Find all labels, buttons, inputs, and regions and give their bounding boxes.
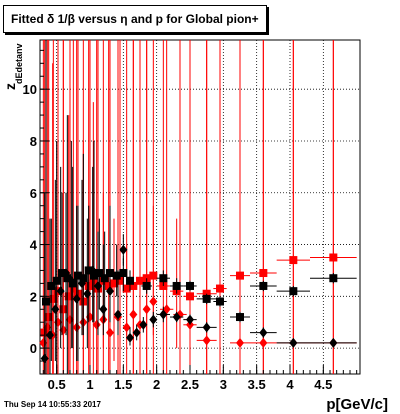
data-point bbox=[79, 274, 88, 283]
data-point bbox=[83, 288, 92, 299]
data-point bbox=[104, 281, 113, 290]
data-point bbox=[72, 293, 81, 304]
data-point bbox=[89, 279, 98, 288]
y-axis-label: z dEdetanv bbox=[0, 43, 24, 120]
y-tick-label: 6 bbox=[30, 186, 37, 201]
data-point bbox=[172, 312, 181, 323]
data-point bbox=[126, 276, 134, 285]
data-point bbox=[132, 327, 141, 338]
data-point bbox=[119, 244, 128, 255]
data-point bbox=[66, 314, 74, 325]
data-point bbox=[259, 337, 268, 348]
data-point bbox=[186, 314, 194, 325]
data-point bbox=[216, 297, 224, 306]
timestamp-footer: Thu Sep 14 10:55:33 2017 bbox=[4, 400, 101, 409]
data-point bbox=[114, 309, 122, 320]
x-axis-label: p[GeV/c] bbox=[326, 396, 388, 413]
data-point bbox=[44, 313, 53, 322]
data-point bbox=[110, 279, 118, 288]
data-point bbox=[259, 327, 268, 338]
data-point bbox=[149, 314, 158, 325]
data-point bbox=[74, 271, 82, 280]
data-series bbox=[39, 40, 357, 374]
data-point bbox=[159, 274, 168, 283]
y-tick-label: 10 bbox=[23, 82, 37, 97]
data-point bbox=[149, 296, 158, 307]
grid-lines bbox=[40, 40, 360, 374]
data-point bbox=[100, 274, 109, 283]
x-tick-label: 3 bbox=[220, 377, 227, 392]
x-tick-label: 1 bbox=[86, 377, 93, 392]
data-point bbox=[86, 312, 94, 323]
data-point bbox=[142, 281, 151, 290]
data-point bbox=[202, 335, 211, 346]
data-point bbox=[67, 275, 76, 286]
y-tick-label: 0 bbox=[30, 341, 37, 356]
data-point bbox=[329, 274, 338, 283]
data-point bbox=[186, 281, 194, 290]
data-point bbox=[63, 274, 72, 283]
data-point bbox=[47, 281, 56, 290]
x-tick-label: 1.5 bbox=[114, 377, 132, 392]
y-tick-label: 4 bbox=[30, 238, 38, 253]
axes: 0.5 1 1.5 2 2.5 3 3.5 4 4.5 0 2 4 6 8 10 bbox=[23, 49, 358, 392]
data-point bbox=[59, 324, 68, 335]
data-point bbox=[95, 269, 104, 278]
data-point bbox=[159, 309, 168, 320]
y-axis-label-subscript: dEdetanv bbox=[14, 43, 24, 84]
data-point bbox=[62, 268, 70, 279]
data-point bbox=[119, 269, 128, 278]
x-tick-label: 4 bbox=[286, 377, 294, 392]
data-point bbox=[94, 280, 102, 291]
data-point bbox=[236, 337, 244, 348]
data-point bbox=[112, 271, 121, 280]
chart-title: Fitted δ 1/β versus η and p for Global p… bbox=[3, 5, 267, 33]
plot-frame bbox=[39, 39, 361, 375]
y-axis-label-main: z bbox=[2, 83, 18, 90]
data-point bbox=[172, 281, 181, 290]
data-point bbox=[259, 281, 268, 290]
data-point bbox=[49, 294, 58, 303]
y-tick-label: 8 bbox=[30, 134, 37, 149]
data-point bbox=[236, 313, 244, 322]
data-point bbox=[42, 297, 50, 306]
data-point bbox=[39, 337, 48, 348]
data-point bbox=[139, 319, 148, 330]
data-point bbox=[69, 284, 78, 293]
chart-title-text: Fitted δ 1/β versus η and p for Global p… bbox=[11, 12, 259, 26]
data-point bbox=[289, 337, 298, 348]
data-point bbox=[106, 327, 114, 338]
data-point bbox=[64, 292, 73, 301]
data-point bbox=[116, 276, 124, 285]
data-point bbox=[56, 286, 65, 297]
data-point bbox=[129, 309, 138, 320]
data-point bbox=[54, 317, 62, 328]
data-point bbox=[142, 304, 151, 315]
data-point bbox=[92, 319, 101, 330]
data-point bbox=[43, 322, 52, 333]
data-point bbox=[51, 304, 60, 315]
data-point bbox=[126, 332, 134, 343]
data-point bbox=[202, 294, 211, 303]
data-point bbox=[88, 265, 97, 276]
data-point bbox=[52, 276, 61, 285]
data-point bbox=[216, 284, 224, 293]
data-point bbox=[202, 322, 211, 333]
data-point bbox=[46, 330, 54, 341]
data-point bbox=[90, 271, 98, 280]
x-tick-label: 0.5 bbox=[48, 377, 66, 392]
data-point bbox=[329, 337, 338, 348]
x-tick-label: 2 bbox=[153, 377, 160, 392]
data-point bbox=[289, 287, 298, 296]
x-tick-label: 2.5 bbox=[181, 377, 199, 392]
y-tick-label: 2 bbox=[30, 289, 37, 304]
data-point bbox=[122, 322, 131, 333]
data-point bbox=[99, 304, 108, 315]
data-point bbox=[78, 278, 86, 289]
x-tick-label: 3.5 bbox=[248, 377, 266, 392]
x-tick-label: 4.5 bbox=[314, 377, 332, 392]
data-point bbox=[106, 286, 114, 297]
